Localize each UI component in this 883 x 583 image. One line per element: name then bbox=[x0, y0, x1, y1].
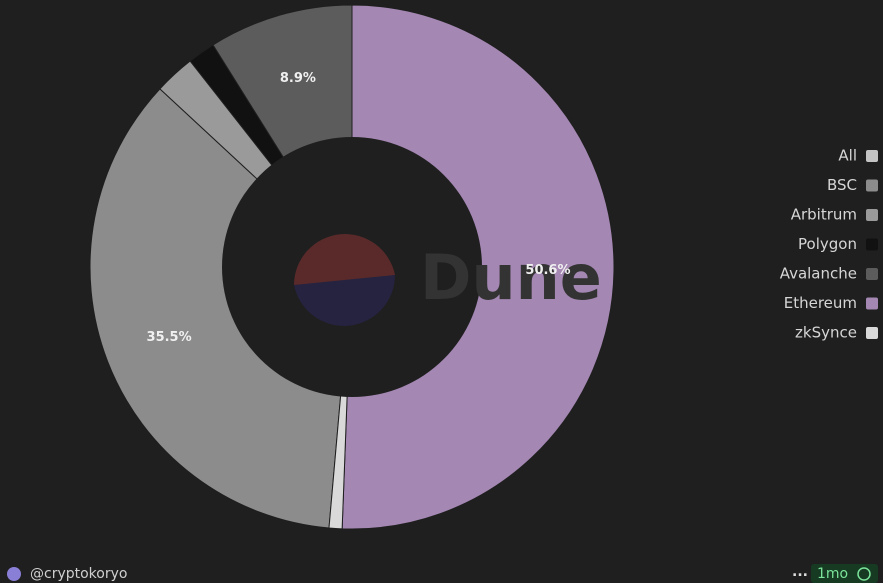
data-label: 50.6% bbox=[525, 263, 570, 278]
legend-swatch bbox=[866, 179, 878, 192]
check-icon bbox=[857, 567, 871, 581]
watermark: Dune bbox=[420, 241, 602, 314]
slice bbox=[89, 88, 353, 529]
avatar bbox=[7, 567, 21, 581]
legend-swatch bbox=[866, 238, 878, 251]
legend-swatch bbox=[866, 150, 878, 162]
legend-swatch bbox=[866, 327, 878, 339]
data-label: 8.9% bbox=[280, 71, 316, 86]
legend-label: BSC bbox=[827, 176, 857, 194]
logo bbox=[294, 275, 395, 326]
legend-label: Arbitrum bbox=[791, 206, 857, 224]
legend-swatch bbox=[866, 209, 878, 221]
legend-swatch bbox=[866, 297, 878, 310]
logo bbox=[294, 234, 395, 285]
age: 1mo bbox=[817, 566, 848, 582]
legend-swatch bbox=[866, 268, 878, 280]
legend-label: zkSynce bbox=[795, 324, 857, 342]
legend-label: Ethereum bbox=[784, 294, 857, 312]
legend-label: All bbox=[838, 147, 857, 165]
legend-label: Polygon bbox=[798, 235, 857, 253]
menu[interactable]: ... bbox=[792, 564, 808, 580]
author[interactable]: @cryptokoryo bbox=[30, 566, 127, 582]
data-label: 35.5% bbox=[147, 330, 192, 345]
legend-label: Avalanche bbox=[780, 265, 857, 283]
